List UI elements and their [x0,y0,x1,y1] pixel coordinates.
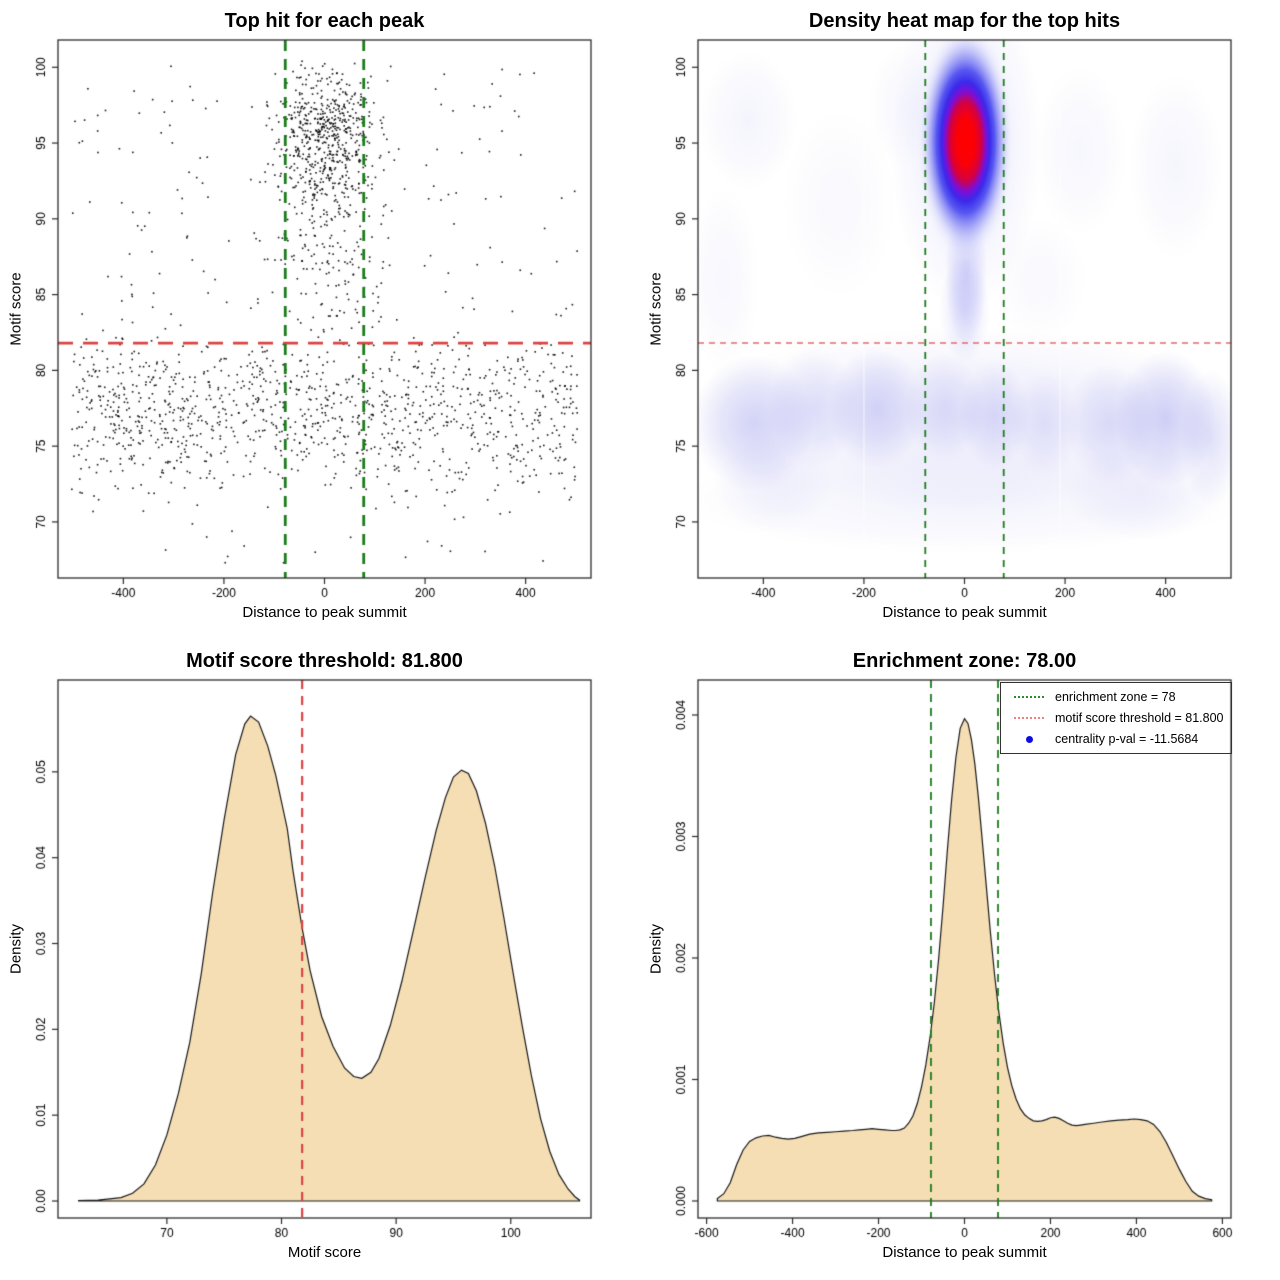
y-axis-label: Density [7,923,25,975]
page-title: Top hit for each peak [224,10,425,32]
heatmap-canvas [640,0,1280,640]
enrichment-zone-line-icon [1013,690,1045,704]
panel-enrichment-density: Enrichment zone: 78.00 Distance to peak … [640,640,1280,1280]
panel-title: Motif score threshold: 81.800 [186,650,463,672]
legend-label-threshold: motif score threshold = 81.800 [1055,711,1224,725]
x-axis-label: Distance to peak summit [242,604,407,621]
y-axis-label: Density [647,923,665,975]
scatter-plot-canvas [0,0,640,640]
legend-row: centrality p-val = -11.5684 [1001,729,1231,750]
legend-row: enrichment zone = 78 [1001,687,1231,708]
x-axis-label: Distance to peak summit [882,604,1047,621]
centrality-dot-icon [1013,732,1045,746]
legend-label-centrality: centrality p-val = -11.5684 [1055,732,1199,746]
panel-top-hit-scatter: Top hit for each peak Distance to peak s… [0,0,640,640]
legend-label-enrichment-zone: enrichment zone = 78 [1055,690,1176,704]
enrichment-density-canvas [640,640,1280,1280]
panel-title: Enrichment zone: 78.00 [852,650,1077,672]
panel-density-heatmap: Density heat map for the top hits Distan… [640,0,1280,640]
x-axis-label: Distance to peak summit [882,1244,1047,1261]
panel-motif-score-density: Motif score threshold: 81.800 Motif scor… [0,640,640,1280]
threshold-line-icon [1013,711,1045,725]
y-axis-label: Motif score [647,272,665,346]
panel-title: Density heat map for the top hits [808,10,1121,32]
score-density-canvas [0,640,640,1280]
x-axis-label: Motif score [287,1244,362,1261]
legend: enrichment zone = 78 motif score thresho… [1000,682,1232,754]
y-axis-label: Motif score [7,272,25,346]
legend-row: motif score threshold = 81.800 [1001,708,1231,729]
